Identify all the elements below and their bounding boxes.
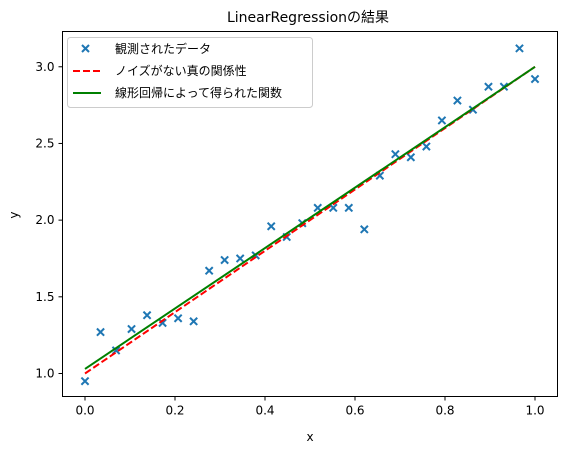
legend-label-observed: 観測されたデータ: [115, 41, 211, 56]
x-tick-label: 0.2: [165, 404, 184, 418]
data-point-observed: [142, 310, 152, 320]
x-tick-label: 0.6: [345, 404, 364, 418]
x-tick-label: 0.8: [435, 404, 454, 418]
data-point-observed: [328, 203, 338, 213]
data-point-observed: [391, 149, 400, 159]
data-point-observed: [127, 324, 136, 334]
data-point-observed: [204, 266, 214, 276]
legend-label-true-relation: ノイズがない真の関係性: [115, 63, 247, 78]
x-axis-ticks: 0.0 0.2 0.4 0.6 0.8 1.0: [75, 396, 545, 418]
legend-label-regression: 線形回帰によって得られた関数: [115, 85, 282, 100]
y-tick-label: 3.0: [35, 60, 54, 74]
legend-marker-observed: [81, 44, 90, 53]
data-point-observed: [515, 44, 524, 53]
data-point-observed: [344, 203, 354, 213]
y-axis-ticks: 1.0 1.5 2.0 2.5 3.0: [35, 60, 63, 380]
data-point-observed: [406, 152, 416, 162]
data-point-observed: [422, 142, 431, 151]
y-axis-label: y: [7, 211, 21, 218]
data-point-observed: [96, 327, 105, 337]
data-point-observed: [437, 116, 447, 125]
data-point-observed: [484, 82, 493, 92]
x-tick-label: 0.0: [75, 404, 94, 418]
plot-frame: [62, 31, 558, 397]
y-tick-label: 1.5: [35, 290, 54, 304]
data-point-observed: [530, 74, 540, 84]
data-point-observed: [80, 376, 90, 386]
x-axis-label: x: [306, 430, 313, 444]
data-point-observed: [235, 254, 245, 263]
data-point-observed: [360, 225, 369, 234]
y-tick-label: 2.0: [35, 213, 54, 227]
legend: 観測されたデータ ノイズがない真の関係性 線形回帰によって得られた関数: [67, 37, 313, 108]
data-point-observed: [220, 255, 229, 265]
y-tick-label: 1.0: [35, 366, 54, 380]
series-layer: [80, 44, 540, 386]
legend-box: [67, 37, 313, 108]
x-tick-label: 1.0: [525, 404, 544, 418]
data-point-observed: [266, 221, 276, 231]
data-point-observed: [173, 313, 183, 323]
y-tick-label: 2.5: [35, 136, 54, 150]
chart-title: LinearRegressionの結果: [227, 10, 389, 26]
data-point-observed: [158, 318, 167, 328]
series-line-regression: [84, 65, 536, 370]
data-point-observed: [453, 96, 462, 105]
data-point-observed: [189, 317, 198, 326]
x-tick-label: 0.4: [255, 404, 274, 418]
